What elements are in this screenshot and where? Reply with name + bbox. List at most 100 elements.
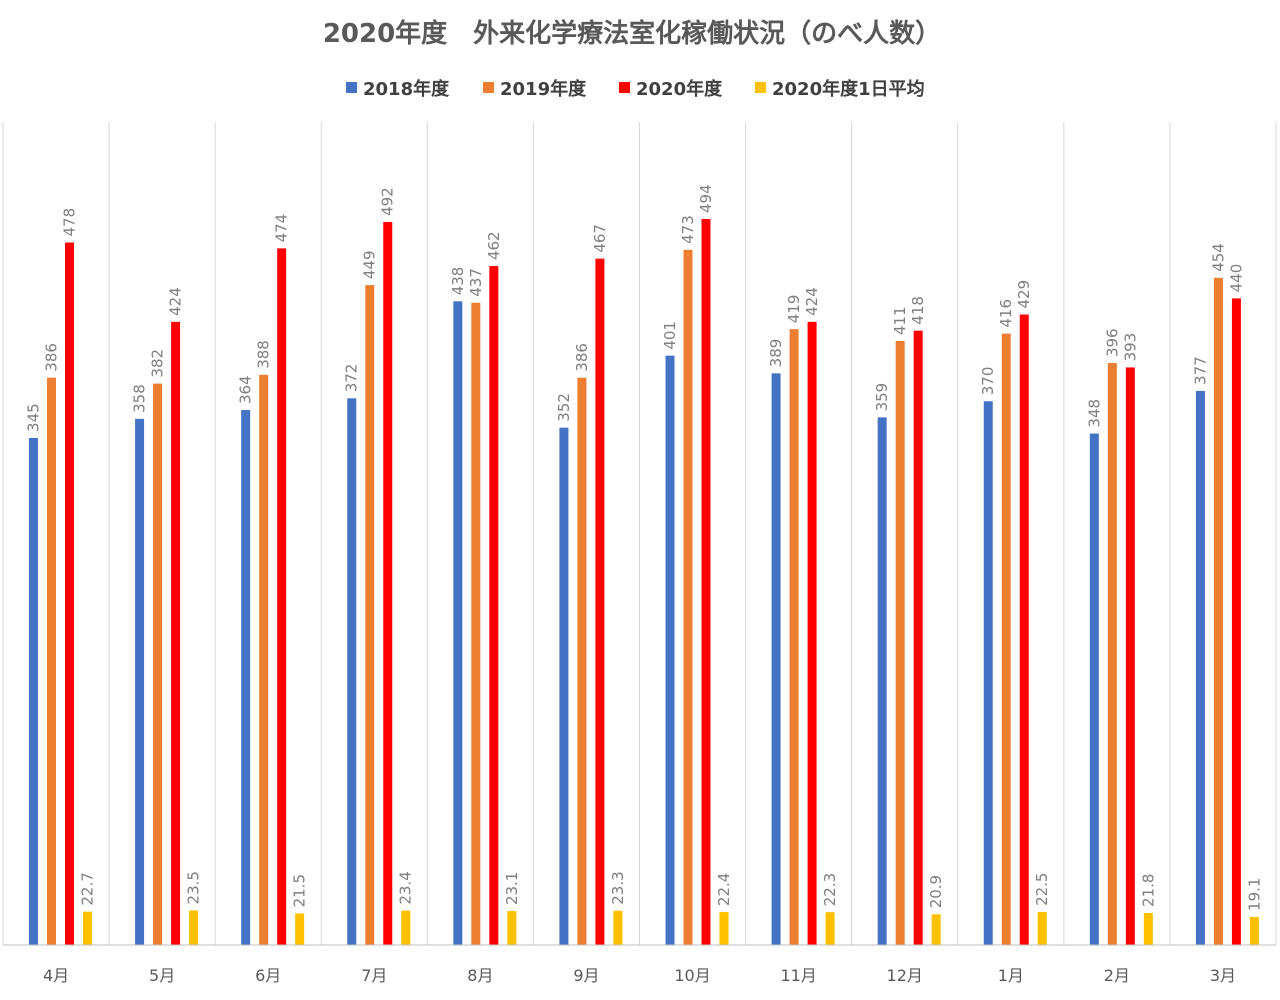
data-label: 424 xyxy=(167,287,185,316)
bar xyxy=(789,329,799,946)
data-label: 494 xyxy=(697,184,715,213)
bar xyxy=(153,383,163,945)
bar xyxy=(259,374,269,945)
x-tick-label: 7月 xyxy=(361,966,387,985)
data-label: 22.4 xyxy=(715,873,733,906)
bar xyxy=(135,418,145,945)
data-label: 411 xyxy=(891,306,909,335)
data-label: 359 xyxy=(873,383,891,412)
data-label: 388 xyxy=(255,340,273,369)
bar xyxy=(489,266,499,945)
legend-swatch xyxy=(755,82,766,93)
bar xyxy=(895,340,905,945)
chart-title: 2020年度 外来化学療法室化稼働状況（のべ人数） xyxy=(323,18,941,49)
data-label: 386 xyxy=(43,343,61,372)
data-label: 23.5 xyxy=(185,871,203,904)
data-label: 21.5 xyxy=(291,874,309,907)
data-label: 382 xyxy=(149,349,167,378)
bar xyxy=(825,912,835,945)
data-label: 437 xyxy=(467,268,485,297)
data-label: 467 xyxy=(591,224,609,253)
legend-swatch xyxy=(483,82,494,93)
bar xyxy=(877,417,887,946)
legend-label: 2019年度 xyxy=(500,78,587,100)
legend: 2018年度 2019年度 2020年度 2020年度1日平均 xyxy=(346,78,925,100)
data-label: 473 xyxy=(679,215,697,244)
x-tick-label: 12月 xyxy=(887,966,923,985)
x-axis-ticks: 4月 5月 6月 7月 8月 9月 10月 11月 12月 1月 2月 3月 xyxy=(43,966,1236,985)
data-label: 21.8 xyxy=(1139,874,1157,907)
x-tick-label: 8月 xyxy=(467,966,493,985)
bar xyxy=(47,377,56,945)
bar xyxy=(1107,363,1117,945)
data-label: 440 xyxy=(1227,264,1245,293)
bar xyxy=(1089,433,1099,945)
bar xyxy=(1195,390,1205,945)
data-label: 393 xyxy=(1121,333,1139,362)
bar xyxy=(83,911,92,945)
data-label: 418 xyxy=(909,296,927,325)
x-tick-label: 1月 xyxy=(998,966,1024,985)
bar xyxy=(65,242,74,945)
bar xyxy=(383,221,393,945)
data-label: 377 xyxy=(1191,356,1209,385)
bar xyxy=(683,249,693,945)
data-label: 23.3 xyxy=(609,871,627,904)
data-label: 23.1 xyxy=(503,872,521,905)
data-label: 401 xyxy=(661,321,679,350)
x-tick-label: 2月 xyxy=(1104,966,1130,985)
bar xyxy=(807,321,817,945)
bar xyxy=(613,910,623,945)
bar xyxy=(1249,916,1259,945)
bar xyxy=(1019,314,1029,946)
legend-swatch xyxy=(619,82,630,93)
data-label: 478 xyxy=(61,208,79,237)
x-tick-label: 4月 xyxy=(43,966,69,985)
bar xyxy=(559,427,569,946)
data-label: 429 xyxy=(1015,280,1033,309)
bar xyxy=(401,910,411,945)
bar xyxy=(1125,367,1135,945)
data-label: 396 xyxy=(1103,328,1121,357)
data-label: 474 xyxy=(273,214,291,243)
bar xyxy=(29,437,38,945)
bar xyxy=(471,302,481,945)
data-label: 462 xyxy=(485,231,503,260)
bar xyxy=(577,377,587,945)
bar xyxy=(1231,298,1241,945)
x-tick-label: 6月 xyxy=(255,966,281,985)
bar xyxy=(365,285,375,945)
legend-swatch xyxy=(346,82,357,93)
bar xyxy=(931,914,941,945)
bar xyxy=(771,373,781,945)
bar xyxy=(913,330,923,945)
bar xyxy=(1143,912,1153,945)
bar xyxy=(189,910,199,945)
x-tick-label: 11月 xyxy=(780,966,816,985)
x-tick-label: 9月 xyxy=(573,966,599,985)
bar xyxy=(277,248,287,945)
data-label: 23.4 xyxy=(397,871,415,904)
bar xyxy=(507,911,517,945)
bar xyxy=(719,912,729,945)
x-tick-label: 5月 xyxy=(149,966,175,985)
data-label: 20.9 xyxy=(927,875,945,908)
legend-label: 2018年度 xyxy=(363,78,450,100)
data-label: 358 xyxy=(131,384,149,413)
data-label: 449 xyxy=(361,250,379,279)
data-label: 492 xyxy=(379,187,397,216)
data-label: 22.5 xyxy=(1033,873,1051,906)
x-tick-label: 10月 xyxy=(674,966,710,985)
bar xyxy=(295,913,305,945)
bar xyxy=(453,301,463,946)
data-label: 389 xyxy=(767,339,785,368)
data-label: 345 xyxy=(25,403,43,432)
category-grid xyxy=(2,122,1277,945)
data-label: 352 xyxy=(555,393,573,422)
bar xyxy=(701,218,711,945)
bar xyxy=(983,401,993,945)
data-label: 364 xyxy=(237,375,255,404)
x-tick-label: 3月 xyxy=(1210,966,1236,985)
